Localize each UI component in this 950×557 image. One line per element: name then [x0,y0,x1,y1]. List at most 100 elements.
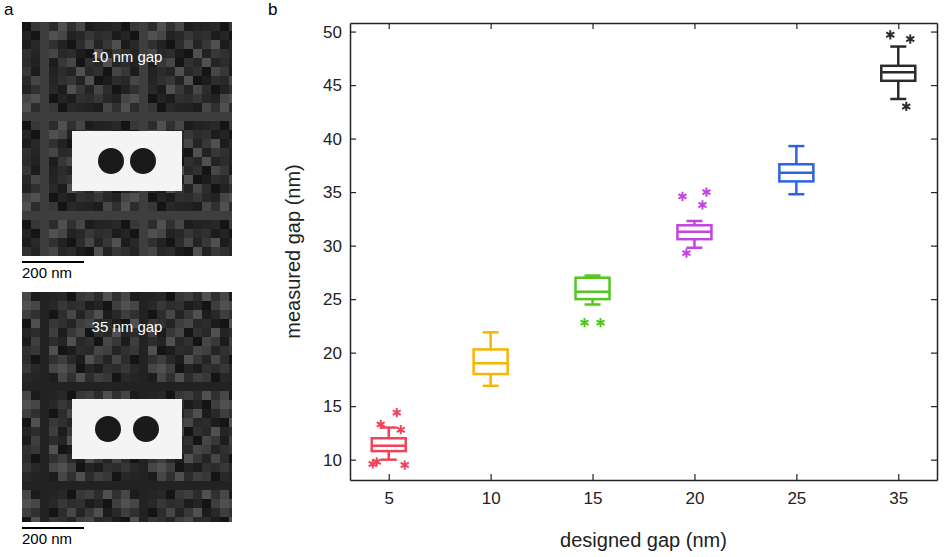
texture [184,391,193,400]
outlier [698,200,706,209]
texture [49,229,58,238]
texture [139,76,148,85]
texture [31,337,40,346]
texture [76,337,85,346]
texture [184,49,193,58]
texture [211,175,220,184]
texture [193,148,202,157]
texture [58,193,67,202]
sem-image: 10 nm gap [22,22,232,256]
texture [22,121,31,130]
texture [31,139,40,148]
texture [31,427,40,436]
texture [31,211,40,220]
box-plot [474,332,508,386]
texture [211,472,220,481]
texture [184,76,193,85]
x-tick [593,23,594,29]
texture [58,427,67,436]
texture [31,499,40,508]
texture [157,346,166,355]
texture [211,481,220,490]
texture [202,103,211,112]
texture [220,454,229,463]
texture [166,238,175,247]
texture [76,373,85,382]
texture [40,499,49,508]
texture [139,373,148,382]
texture [31,247,40,256]
texture [94,31,103,40]
texture [175,337,184,346]
texture [193,436,202,445]
texture [202,310,211,319]
texture [40,301,49,310]
texture [229,310,232,319]
texture [148,211,157,220]
texture [220,139,229,148]
texture [40,292,49,301]
texture [58,517,67,522]
texture [103,355,112,364]
whisker-cap [890,45,906,48]
texture [175,40,184,49]
texture [112,517,121,522]
texture [184,94,193,103]
texture [166,211,175,220]
texture [67,94,76,103]
outlier [377,420,385,429]
texture [148,238,157,247]
y-tick-label: 15 [323,397,342,416]
texture [49,508,58,517]
texture [166,490,175,499]
texture [229,454,232,463]
texture [58,67,67,76]
texture [58,121,67,130]
texture [49,67,58,76]
texture [40,85,49,94]
texture [112,247,121,256]
texture [103,292,112,301]
y-tick [931,299,937,300]
hole [98,148,124,174]
texture [130,517,139,522]
texture [40,40,49,49]
texture [184,175,193,184]
texture [31,202,40,211]
texture [220,85,229,94]
texture [229,67,232,76]
texture [76,58,85,67]
box-plot [677,187,711,257]
texture [220,355,229,364]
texture [193,31,202,40]
texture [121,94,130,103]
texture [67,229,76,238]
texture [112,103,121,112]
texture [130,94,139,103]
texture [49,418,58,427]
texture [139,121,148,130]
texture [121,67,130,76]
texture [67,247,76,256]
texture [85,103,94,112]
scale-bar-label: 200 nm [22,264,72,281]
texture [193,445,202,454]
texture [94,382,103,391]
texture [184,184,193,193]
texture [220,292,229,301]
texture [157,463,166,472]
texture [229,76,232,85]
whisker-upper [489,332,492,349]
texture [40,490,49,499]
texture [166,193,175,202]
texture [103,193,112,202]
texture [58,499,67,508]
texture [193,58,202,67]
texture [193,319,202,328]
texture [229,238,232,247]
x-tick [491,23,492,29]
image-caption: 35 nm gap [92,318,163,335]
texture [157,373,166,382]
texture [49,247,58,256]
texture [76,202,85,211]
